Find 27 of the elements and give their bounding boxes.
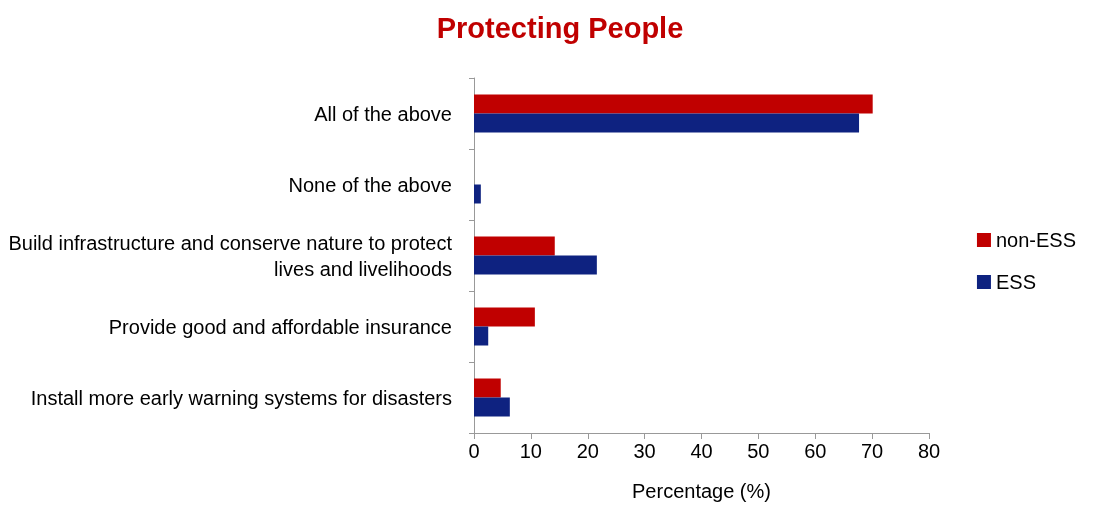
bar [474, 113, 860, 133]
legend-label: ESS [995, 271, 1036, 293]
y-tick-label: None of the above [288, 173, 452, 196]
x-tick-label: 70 [861, 440, 884, 462]
y-tick-label: Build infrastructure and conserve nature to protect lives and livelihoods [8, 231, 453, 280]
bar [474, 236, 555, 256]
x-tick-label: 30 [633, 440, 656, 462]
x-tick-label: 60 [804, 440, 827, 462]
x-axis-title: Percentage (%) [632, 480, 771, 502]
bar [474, 378, 501, 398]
y-tick-label: Install more early warning systems for disasters [30, 386, 452, 409]
bar [474, 397, 510, 417]
legend-label: non-ESS [995, 229, 1077, 251]
y-tick-label: Provide good and affordable insurance [108, 315, 452, 338]
x-tick-label: 20 [576, 440, 599, 462]
bar [474, 307, 535, 327]
x-tick-label: 40 [690, 440, 713, 462]
x-tick-label: 0 [468, 440, 480, 462]
bar [474, 94, 873, 114]
bar [474, 326, 489, 346]
chart-title: Protecting People [436, 11, 684, 44]
bar [474, 184, 481, 204]
x-tick-label: 80 [917, 440, 941, 462]
x-tick-label: 50 [747, 440, 770, 462]
y-tick-label: All of the above [314, 102, 452, 125]
x-tick-label: 10 [519, 440, 542, 462]
bar [474, 255, 597, 275]
